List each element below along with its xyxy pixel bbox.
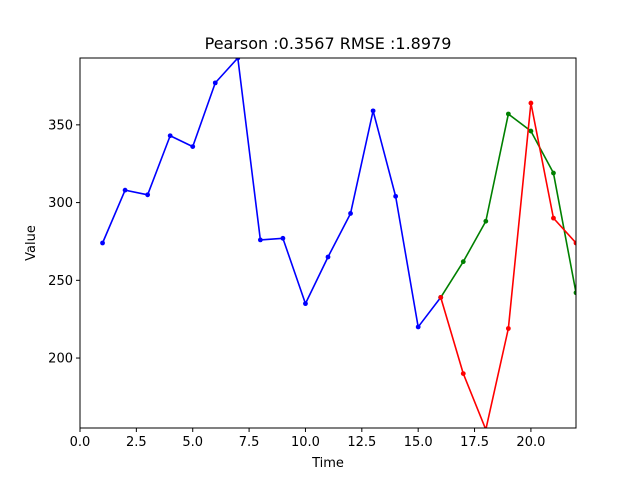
series-layer	[100, 58, 576, 428]
data-point	[235, 58, 241, 61]
y-tick-label: 300	[48, 196, 73, 211]
x-tick-label: 5.0	[182, 435, 203, 450]
data-point	[325, 254, 331, 260]
x-tick-label: 15.0	[404, 435, 433, 450]
data-point	[280, 235, 286, 241]
data-point	[415, 324, 421, 330]
x-tick-label: 0.0	[70, 435, 91, 450]
data-point	[505, 326, 511, 331]
data-point	[190, 144, 196, 150]
data-point	[573, 290, 576, 296]
x-tick-label: 17.5	[460, 435, 489, 450]
data-point	[370, 108, 376, 114]
plot-frame	[79, 57, 577, 429]
x-tick-label: 2.5	[126, 435, 147, 450]
x-tick-label: 12.5	[347, 435, 376, 450]
x-tick-label: 20.0	[516, 435, 545, 450]
x-tick-label: 10.0	[291, 435, 320, 450]
data-point	[348, 211, 353, 216]
series-1	[100, 58, 444, 330]
data-point	[460, 259, 466, 265]
series-line	[440, 113, 576, 298]
data-point	[257, 237, 263, 243]
data-point	[167, 133, 173, 139]
data-point	[551, 215, 556, 221]
y-tick-label: 250	[48, 274, 73, 289]
x-axis-label: Time	[311, 456, 344, 471]
y-tick-label: 200	[48, 352, 73, 367]
chart-title: Pearson :0.3567 RMSE :1.8979	[205, 34, 452, 53]
y-axis-label: Value	[24, 225, 39, 261]
series-3	[438, 100, 576, 428]
data-point	[573, 240, 576, 246]
x-axis: 0.0 2.5 5.0 7.5 10.0 12.5 15.0 17.5 20.0	[70, 428, 545, 450]
data-point	[460, 371, 466, 376]
series-line	[101, 58, 442, 328]
series-2	[438, 111, 576, 300]
data-point	[122, 187, 128, 193]
data-point	[303, 301, 308, 307]
plot-area	[79, 57, 577, 429]
data-point	[483, 218, 489, 224]
y-tick-label: 350	[48, 118, 73, 133]
data-point	[393, 193, 399, 199]
data-point	[438, 295, 444, 300]
data-point	[551, 170, 556, 176]
y-axis: 200 250 300 350	[48, 118, 80, 367]
data-point	[528, 128, 534, 134]
data-point	[100, 240, 105, 246]
data-point	[145, 192, 151, 198]
data-point	[528, 100, 534, 106]
data-point	[505, 111, 511, 117]
x-tick-label: 7.5	[239, 435, 260, 450]
data-point	[212, 80, 218, 86]
